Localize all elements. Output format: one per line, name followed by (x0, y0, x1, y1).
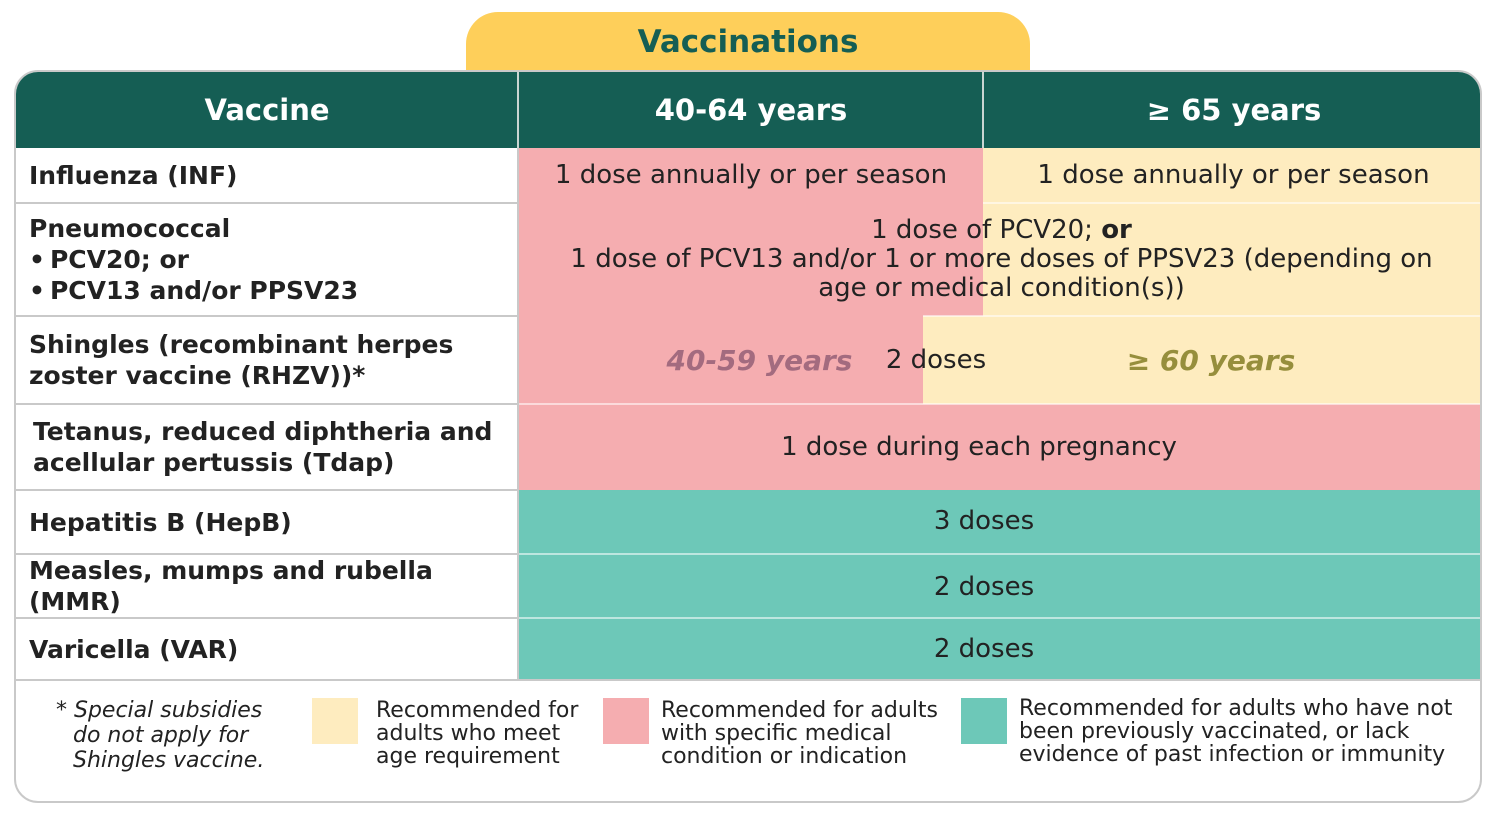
vaccine-name-line: zoster vaccine (RHZV))* (29, 361, 366, 390)
page-title: Vaccinations (637, 23, 859, 60)
legend-line: condition or indication (661, 744, 908, 769)
header-age-65-plus: ≥ 65 years (984, 72, 1480, 148)
tdap-cell (519, 404, 1480, 490)
header-age-65-plus-label: ≥ 65 years (1146, 93, 1322, 127)
row-separator (519, 553, 1480, 555)
footnote-line: do not apply for (73, 723, 249, 748)
shingles-high-age-cell (923, 316, 1480, 404)
pneumococcal-dose: 1 dose of PCV20; or 1 dose of PCV13 and/… (519, 203, 1480, 315)
legend-line: Recommended for adults (661, 698, 939, 723)
legend-line: been previously vaccinated, or lack (1019, 719, 1410, 744)
pneumococcal-dose-line: 1 dose of PCV13 and/or 1 or more doses o… (570, 243, 1433, 274)
vaccine-pneumococcal: Pneumococcal PCV20; or PCV13 and/or PPSV… (16, 204, 531, 315)
shingles-age-high-label: ≥ 60 years (1126, 343, 1296, 377)
tdap-dose: 1 dose during each pregnancy (781, 431, 1177, 462)
legend-swatch-unvaccinated (961, 698, 1007, 744)
footnote-line: Shingles vaccine. (73, 748, 265, 773)
row-divider (16, 489, 518, 491)
row-divider (16, 315, 518, 317)
vaccine-name: Hepatitis B (HepB) (29, 507, 292, 537)
legend-swatch-age (312, 698, 358, 744)
vaccine-name: Pneumococcal (29, 214, 231, 243)
pneumococcal-65-plus-cell (983, 203, 1480, 316)
vaccine-varicella: Varicella (VAR) (16, 619, 531, 679)
routine-vaccines-region (519, 490, 1480, 680)
row-divider (16, 553, 518, 555)
legend-age: Recommended for adults who meet age requ… (376, 699, 578, 768)
legend-medical: Recommended for adults with specific med… (661, 699, 938, 768)
title-tab: Vaccinations (466, 12, 1030, 72)
row-separator (519, 403, 1480, 405)
header-age-40-64: 40-64 years (519, 72, 983, 148)
vaccine-mmr: Measles, mumps and rubella (MMR) (16, 555, 531, 617)
shingles-low-age-cell (519, 316, 923, 404)
vaccine-option: PCV20; or (29, 244, 531, 275)
pneumococcal-dose-line: age or medical condition(s)) (818, 272, 1185, 303)
vaccine-option: PCV13 and/or PPSV23 (29, 275, 531, 306)
shingles-age-high: ≥ 60 years (1076, 316, 1346, 404)
vaccine-name-line: Shingles (recombinant herpes (29, 330, 454, 359)
influenza-40-64-cell (519, 148, 983, 203)
mmr-dose: 2 doses (933, 571, 1035, 602)
vaccine-name: Influenza (INF) (29, 160, 238, 190)
shingles-age-low: 40-59 years (519, 316, 992, 404)
header-age-40-64-label: 40-64 years (654, 93, 848, 127)
header-vaccine: Vaccine (16, 72, 518, 148)
row-separator (519, 617, 1480, 619)
legend-line: age requirement (376, 744, 560, 769)
footnote: * Special subsidies do not apply for Shi… (56, 698, 264, 773)
vaccine-name-line: Tetanus, reduced diphtheria and (33, 417, 493, 446)
table-bottom-border (16, 679, 1480, 681)
header-vaccine-label: Vaccine (204, 93, 330, 127)
vaccine-shingles: Shingles (recombinant herpes zoster vacc… (16, 317, 531, 403)
influenza-65-plus-dose: 1 dose annually or per season (1037, 159, 1430, 190)
shingles-dose-label: 2 doses (885, 344, 987, 375)
footnote-line: * Special subsidies (56, 698, 263, 723)
vaccination-table: Vaccine 40-64 years ≥ 65 years Influenza… (14, 70, 1482, 803)
row-separator (923, 315, 1480, 317)
vaccine-tdap: Tetanus, reduced diphtheria and acellula… (16, 405, 535, 489)
varicella-dose: 2 doses (933, 633, 1035, 664)
header-divider (982, 72, 984, 148)
legend-line: Recommended for adults who have not (1019, 696, 1453, 721)
vaccine-name: Varicella (VAR) (29, 634, 239, 664)
vaccine-name-line: acellular pertussis (Tdap) (33, 448, 395, 477)
row-separator (983, 202, 1480, 204)
vaccine-influenza: Influenza (INF) (16, 148, 531, 202)
column-divider (517, 148, 519, 680)
pneumococcal-40-64-cell (519, 203, 983, 316)
vaccine-hepb: Hepatitis B (HepB) (16, 491, 531, 553)
shingles-dose: 2 doses (856, 316, 1016, 404)
influenza-65-plus-cell (983, 148, 1480, 203)
row-divider (16, 617, 518, 619)
legend-line: with specific medical (661, 721, 892, 746)
legend-unvaccinated: Recommended for adults who have not been… (1019, 697, 1452, 766)
influenza-40-64-dose: 1 dose annually or per season (554, 159, 948, 190)
shingles-age-low-label: 40-59 years (666, 343, 853, 377)
legend-swatch-medical (603, 698, 649, 744)
pneumococcal-dose-line: 1 dose of PCV20; or (871, 214, 1132, 245)
header-divider (517, 72, 519, 148)
row-divider (16, 202, 518, 204)
legend-line: evidence of past infection or immunity (1019, 742, 1446, 767)
legend-line: adults who meet (376, 721, 561, 746)
row-divider (16, 403, 518, 405)
hepb-dose: 3 doses (933, 506, 1035, 536)
legend-line: Recommended for (376, 698, 579, 723)
vaccine-name: Measles, mumps and rubella (MMR) (29, 556, 433, 616)
